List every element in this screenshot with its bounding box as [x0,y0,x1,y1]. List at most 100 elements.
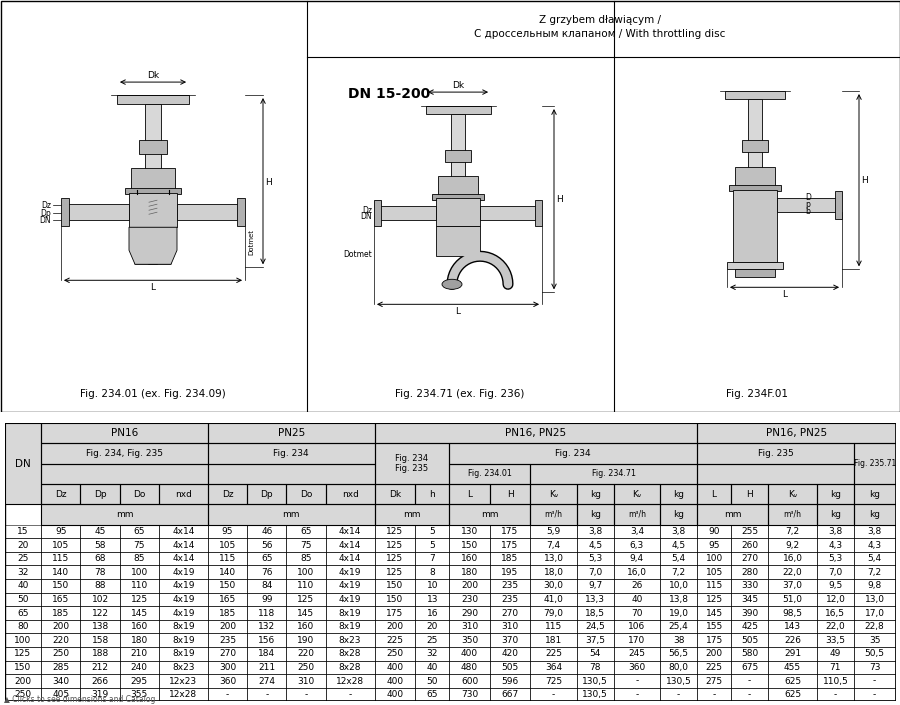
Bar [530,538,577,552]
Bar [80,674,120,688]
Text: mm: mm [482,510,499,519]
Bar [490,634,530,647]
Bar [41,443,208,464]
Bar [614,661,661,674]
Bar [41,634,80,647]
Text: 40: 40 [17,582,29,590]
Text: 8x19: 8x19 [172,636,194,645]
Bar [732,565,768,579]
Bar [449,443,697,464]
Text: H: H [556,195,562,204]
Bar [732,579,768,593]
Bar [732,634,768,647]
Bar [120,606,159,620]
Text: Fig. 234F.01: Fig. 234F.01 [726,389,788,400]
Bar [577,661,614,674]
Text: 480: 480 [461,663,478,672]
Bar [449,634,490,647]
Text: 596: 596 [501,677,518,685]
Bar [286,484,326,504]
Text: 37,0: 37,0 [783,582,803,590]
Text: 68: 68 [94,554,106,563]
Text: 8x19: 8x19 [338,622,362,631]
Text: 110: 110 [297,582,315,590]
Bar [449,552,490,565]
Text: Dk: Dk [452,81,464,90]
Bar [530,674,577,688]
Bar [374,423,697,443]
Bar [732,674,768,688]
Bar [159,606,208,620]
Bar [4,538,41,552]
Bar [735,167,775,188]
Bar [208,525,248,538]
Text: 80,0: 80,0 [669,663,689,672]
Text: 165: 165 [219,595,236,604]
Bar [237,198,245,226]
Bar [131,168,175,190]
Bar [697,565,732,579]
Bar [208,634,248,647]
Bar [614,634,661,647]
Text: 20: 20 [427,622,438,631]
Text: 32: 32 [17,568,29,577]
Text: 40: 40 [631,595,643,604]
Bar [854,579,896,593]
Bar [41,661,80,674]
Bar [697,464,854,484]
Text: 175: 175 [386,608,403,618]
Text: -: - [748,677,752,685]
Bar [817,484,854,504]
Text: kg: kg [830,490,841,498]
Bar [4,565,41,579]
Bar [208,552,248,565]
Text: H: H [265,178,272,187]
Text: 360: 360 [628,663,645,672]
Text: 8x23: 8x23 [339,636,362,645]
Text: 8x19: 8x19 [172,622,194,631]
Bar [125,188,181,194]
Text: 88: 88 [94,582,106,590]
Text: -: - [873,677,877,685]
Text: 220: 220 [298,649,314,658]
Text: 175: 175 [501,527,518,536]
Text: 9,7: 9,7 [588,582,602,590]
Text: 240: 240 [130,663,148,672]
Text: 7,4: 7,4 [546,541,561,549]
Bar [661,661,697,674]
Bar [159,661,208,674]
Bar [577,674,614,688]
Text: 158: 158 [92,636,109,645]
Text: 25,4: 25,4 [669,622,689,631]
Bar [817,634,854,647]
Bar [80,606,120,620]
Text: 115: 115 [706,582,723,590]
Text: 65: 65 [301,527,311,536]
Bar [415,647,449,661]
Text: 9,2: 9,2 [786,541,799,549]
Text: 7,2: 7,2 [671,568,686,577]
Bar [854,606,896,620]
Text: 675: 675 [741,663,759,672]
Bar [732,620,768,634]
Text: L: L [782,290,788,300]
Bar [697,484,732,504]
Text: 35: 35 [868,636,880,645]
Text: 50: 50 [17,595,29,604]
Text: 41,0: 41,0 [544,595,563,604]
Bar [326,484,374,504]
Text: 4x19: 4x19 [339,582,362,590]
Bar [120,525,159,538]
Bar [614,484,661,504]
Text: 580: 580 [741,649,759,658]
Bar [449,504,530,525]
Text: 425: 425 [742,622,758,631]
Bar [490,565,530,579]
Bar [817,504,854,525]
Text: kg: kg [673,490,684,498]
Text: 9,8: 9,8 [868,582,882,590]
Text: 505: 505 [501,663,518,672]
Text: 211: 211 [258,663,275,672]
Text: 175: 175 [706,636,723,645]
Text: 4x14: 4x14 [339,527,361,536]
